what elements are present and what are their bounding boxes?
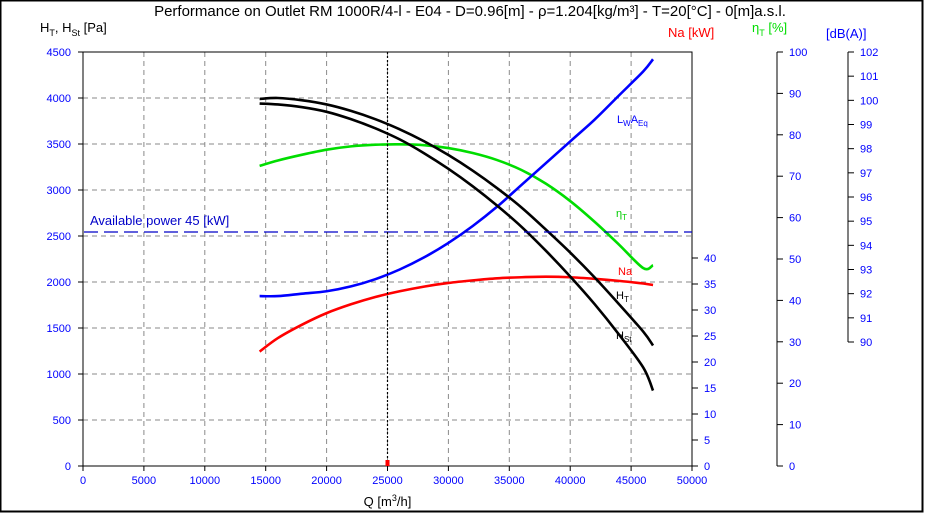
- secondary-axis-tick-label: 40: [789, 295, 801, 307]
- secondary-axis-tick-label: 91: [860, 313, 872, 325]
- secondary-axis-tick-label: 90: [789, 88, 801, 100]
- x-tick-label: 45000: [616, 475, 647, 487]
- series-layer: [258, 58, 655, 392]
- curve-label-lwaeq: LWAEq: [617, 114, 648, 128]
- secondary-axis-tick-label: 80: [789, 130, 801, 142]
- y-tick-label: 2000: [47, 277, 71, 289]
- y-tick-label: 0: [65, 461, 71, 473]
- secondary-axis-tick-label: 35: [704, 279, 716, 291]
- x-tick-label: 10000: [190, 475, 221, 487]
- secondary-axis-tick-label: 70: [789, 171, 801, 183]
- secondary-axis-tick-label: 96: [860, 192, 872, 204]
- secondary-axis-tick-label: 90: [860, 337, 872, 349]
- curve-label-eta: ηT: [616, 208, 627, 222]
- secondary-axis-tick-label: 100: [789, 47, 807, 59]
- secondary-axis-tick-label: 99: [860, 120, 872, 132]
- secondary-axis-tick-label: 97: [860, 168, 872, 180]
- secondary-axis-tick-label: 100: [860, 95, 878, 107]
- na-axis-title: Na [kW]: [668, 25, 714, 40]
- curve-label-na: Na: [618, 266, 633, 278]
- y-tick-label: 1500: [47, 323, 71, 335]
- x-tick-label: 5000: [132, 475, 156, 487]
- series-line-h-st: [259, 102, 655, 392]
- eta-axis-title: ηT [%]: [752, 20, 787, 38]
- secondary-axis-tick-label: 93: [860, 265, 872, 277]
- y-tick-label: 3000: [47, 185, 71, 197]
- y-tick-label: 1000: [47, 369, 71, 381]
- secondary-axis-tick-label: 0: [789, 461, 795, 473]
- x-tick-label: 15000: [250, 475, 281, 487]
- secondary-axis-tick-label: 95: [860, 216, 872, 228]
- x-tick-label: 20000: [311, 475, 342, 487]
- x-tick-label: 0: [80, 475, 86, 487]
- x-tick-label: 40000: [555, 475, 586, 487]
- y-tick-label: 2500: [47, 231, 71, 243]
- secondary-axis-tick-label: 20: [789, 378, 801, 390]
- secondary-axis-tick-label: 10: [789, 420, 801, 432]
- labels-layer: Available power 45 [kW] LWAEq ηT Na HT HSt: [84, 52, 692, 466]
- y-axis-title: HT, HSt [Pa]: [40, 20, 107, 38]
- y-tick-label: 4500: [47, 47, 71, 59]
- series-line-h-t: [259, 96, 655, 347]
- secondary-axis-tick-label: 98: [860, 144, 872, 156]
- secondary-axis-tick-label: 40: [704, 253, 716, 265]
- db-axis-title: [dB(A)]: [826, 26, 866, 41]
- secondary-axis-tick-label: 20: [704, 357, 716, 369]
- series-line-t: [259, 143, 654, 271]
- secondary-axis-tick-label: 30: [704, 305, 716, 317]
- axes: 0 5000 10000 15000 20000 25000 30000 35000 40000…: [40, 20, 878, 509]
- x-axis-title: Q [m3/h]: [364, 493, 412, 509]
- curve-label-hst: HSt: [616, 330, 632, 344]
- x-tick-label: 50000: [677, 475, 708, 487]
- secondary-axis-tick-label: 15: [704, 383, 716, 395]
- chart-title: Performance on Outlet RM 1000R/4-l - E04…: [154, 3, 786, 20]
- y-tick-label: 4000: [47, 93, 71, 105]
- available-power-label: Available power 45 [kW]: [90, 213, 229, 228]
- x-tick-label: 25000: [372, 475, 403, 487]
- series-line-l-w-a-eq: [259, 58, 655, 298]
- secondary-axis-tick-label: 30: [789, 337, 801, 349]
- secondary-axis-tick-label: 60: [789, 213, 801, 225]
- y-tick-label: 3500: [47, 139, 71, 151]
- secondary-axis-tick-label: 5: [704, 435, 710, 447]
- secondary-axis-tick-label: 94: [860, 240, 872, 252]
- y-tick-label: 500: [53, 415, 71, 427]
- curve-label-ht: HT: [616, 290, 629, 304]
- x-tick-label: 35000: [494, 475, 525, 487]
- secondary-axis-tick-label: 102: [860, 47, 878, 59]
- secondary-axis-tick-label: 92: [860, 289, 872, 301]
- operating-point-marker: [385, 460, 390, 466]
- secondary-axis-tick-label: 50: [789, 254, 801, 266]
- secondary-axis-tick-label: 10: [704, 409, 716, 421]
- secondary-axis-tick-label: 101: [860, 71, 878, 83]
- secondary-axis-tick-label: 0: [704, 461, 710, 473]
- x-tick-label: 30000: [433, 475, 464, 487]
- secondary-axis-tick-label: 25: [704, 331, 716, 343]
